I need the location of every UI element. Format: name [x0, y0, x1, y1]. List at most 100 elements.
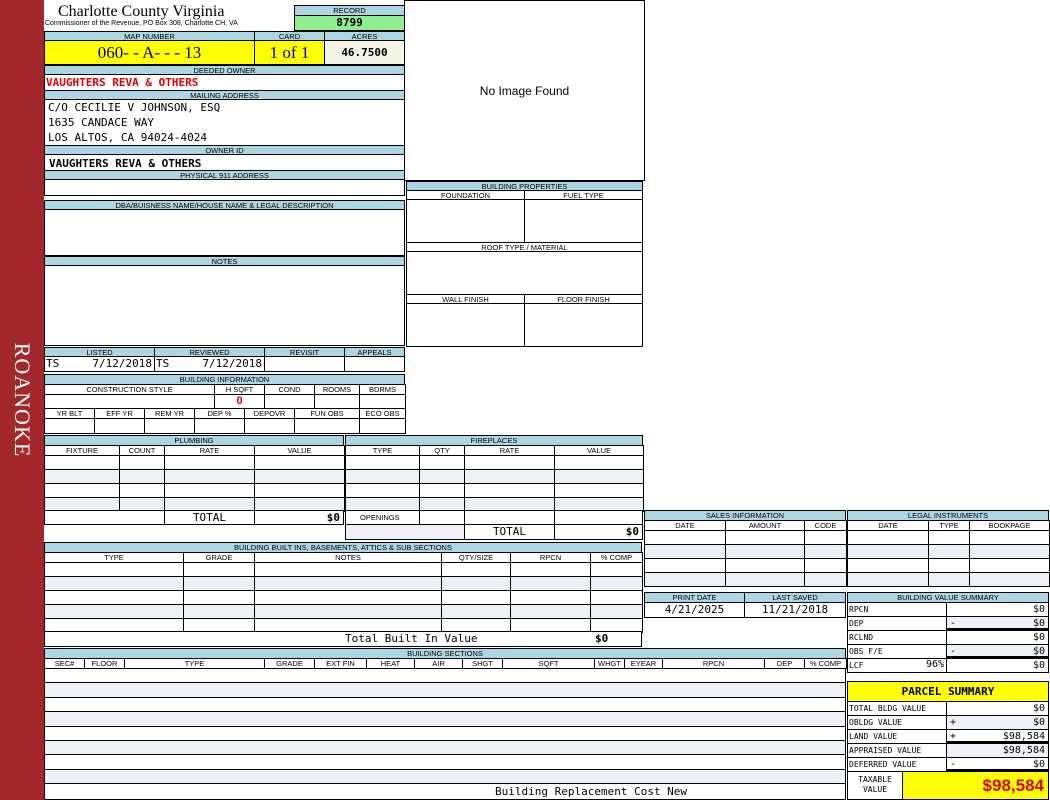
sections-footer-row: Building Replacement Cost New — [44, 783, 846, 800]
sign-plus: + — [950, 731, 957, 742]
value-amount: $98,584 — [1002, 745, 1045, 756]
fireplace-cell — [464, 455, 555, 470]
builtin-cell — [510, 604, 591, 619]
dba-field — [44, 209, 405, 256]
foundation-field — [406, 199, 525, 243]
sales-cell — [804, 558, 847, 573]
plumbing-cell — [119, 483, 165, 498]
parcel_summary-row-value: $0 — [946, 701, 1049, 716]
sales-cell — [644, 572, 726, 587]
plumbing-cell — [44, 483, 120, 498]
value-amount: $0 — [1032, 632, 1045, 643]
appeals-field — [344, 356, 405, 372]
sales-cell — [804, 530, 847, 545]
builtin-cell — [183, 576, 255, 591]
acres-value: 46.7500 — [324, 40, 405, 65]
reviewed-date: 7/12/2018 — [202, 357, 262, 370]
taxable-value-label: TAXABLE VALUE — [847, 771, 903, 800]
value-amount: $0 — [1032, 717, 1045, 728]
openings-value — [554, 510, 643, 525]
legal-cell — [847, 572, 929, 587]
plumbing-cell — [164, 483, 255, 498]
sign-minus: - — [950, 646, 957, 657]
sales-cell — [725, 530, 805, 545]
mailing-line-1: C/O CECILIE V JOHNSON, ESQ — [48, 101, 221, 114]
value-amount: $0 — [1032, 660, 1045, 671]
fireplace-cell — [419, 483, 465, 498]
fireplace-total-spacer — [345, 524, 465, 540]
sales-cell — [804, 572, 847, 587]
plumbing-cell — [164, 455, 255, 470]
sign-minus: - — [950, 618, 957, 629]
value_summary-row-value: $0 — [946, 658, 1049, 673]
deeded-owner: VAUGHTERS REVA & OTHERS — [44, 74, 405, 91]
building-info-cell — [44, 394, 215, 409]
sections-row — [44, 725, 846, 741]
fireplace-total: $0 — [554, 524, 643, 540]
openings-rate — [464, 510, 555, 525]
builtin-cell — [254, 590, 442, 605]
parcel_summary-row-value: $98,584 — [946, 743, 1049, 758]
building-info-cell — [94, 418, 145, 434]
card-number: 1 of 1 — [254, 40, 325, 65]
plumbing-cell — [44, 469, 120, 484]
county-title: Charlotte County Virginia — [58, 3, 225, 20]
value-amount: $0 — [1032, 703, 1045, 714]
legal-cell — [969, 530, 1050, 545]
print-date: 4/21/2025 — [644, 602, 745, 618]
building-info-cell — [194, 418, 245, 434]
builtin-cell — [44, 576, 184, 591]
fireplace-cell — [554, 469, 644, 484]
sections-row — [44, 740, 846, 756]
fireplace-cell — [345, 455, 420, 470]
fuel-type-field — [524, 199, 643, 243]
map-number: 060- - A- - - 13 — [44, 40, 255, 65]
builtin-cell — [510, 576, 591, 591]
plumbing-total-spacer — [44, 510, 165, 525]
value_summary-row-label: RCLND — [847, 630, 947, 645]
value-amount: $98,584 — [1002, 731, 1045, 742]
fireplace-total-label: TOTAL — [464, 524, 555, 540]
builtin-cell — [590, 576, 643, 591]
builtin-cell — [44, 590, 184, 605]
listed-date: 7/12/2018 — [92, 357, 152, 370]
sales-cell — [644, 530, 726, 545]
legal-cell — [928, 572, 970, 587]
value_summary-row-value: $0 — [946, 630, 1049, 645]
sales-cell — [644, 544, 726, 559]
plumbing-total-label: TOTAL — [164, 510, 255, 525]
plumbing-cell — [44, 455, 120, 470]
builtin-cell — [510, 590, 591, 605]
legal-cell — [847, 558, 929, 573]
builtin-cell — [590, 590, 643, 605]
wall-finish-field — [406, 303, 525, 347]
floor-finish-field — [524, 303, 643, 347]
district-label: ROANOKE — [10, 342, 35, 458]
builtin-cell — [441, 604, 511, 619]
hsqft-value: 0 — [236, 395, 243, 407]
sections-row — [44, 754, 846, 770]
revisit-field — [264, 356, 345, 372]
sales-cell — [725, 544, 805, 559]
plumbing-cell — [254, 455, 345, 470]
legal-cell — [969, 572, 1050, 587]
plumbing-cell — [254, 469, 345, 484]
value_summary-row-label: OBS F/E — [847, 644, 947, 659]
parcel_summary-row-value: - $0 — [946, 757, 1049, 772]
plumbing-cell — [119, 469, 165, 484]
value-amount: $0 — [1032, 604, 1045, 615]
plumbing-total: $0 — [254, 510, 344, 525]
sales-cell — [644, 558, 726, 573]
sales-cell — [804, 544, 847, 559]
replacement-cost-label: Building Replacement Cost New — [495, 785, 688, 798]
legal-cell — [928, 558, 970, 573]
value-amount: $0 — [1032, 759, 1045, 770]
fireplace-cell — [554, 483, 644, 498]
parcel_summary-row-label: LAND VALUE — [847, 729, 947, 744]
fireplace-cell — [419, 455, 465, 470]
owner-id: VAUGHTERS REVA & OTHERS — [44, 154, 405, 171]
building-info-cell — [144, 418, 195, 434]
openings-label: OPENINGS — [345, 510, 420, 525]
parcel_summary-row-label: APPRAISED VALUE — [847, 743, 947, 758]
value_summary-row-value: - $0 — [946, 616, 1049, 631]
